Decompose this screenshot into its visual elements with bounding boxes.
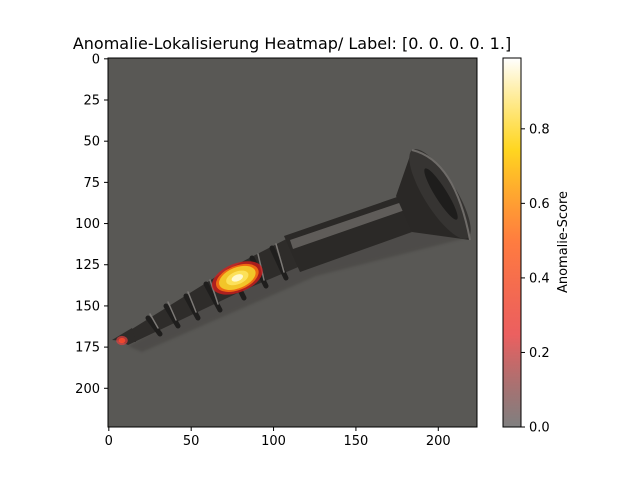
colorbar-ticks: 0.0 0.2 0.4 0.6 0.8 xyxy=(521,122,550,436)
screw-shank-highlight xyxy=(290,202,405,249)
y-tick-label: 50 xyxy=(83,135,100,150)
heatmap-overlay xyxy=(116,261,263,346)
screw-illustration xyxy=(112,149,471,352)
colorbar-tick-label: 0.6 xyxy=(529,197,550,212)
plot-area xyxy=(108,58,477,427)
y-tick-label: 100 xyxy=(75,217,100,232)
x-axis-ticks: 0 50 100 150 200 xyxy=(105,427,451,449)
y-tick-label: 75 xyxy=(83,176,100,191)
y-tick-label: 0 xyxy=(92,52,100,67)
y-tick-label: 150 xyxy=(75,299,100,314)
x-tick-label: 100 xyxy=(261,434,286,449)
chart-title: Anomalie-Lokalisierung Heatmap/ Label: [… xyxy=(73,34,511,53)
y-tick-label: 25 xyxy=(83,94,100,109)
screw-head-rim xyxy=(411,149,471,241)
plot-frame xyxy=(107,57,478,428)
thread-highlights xyxy=(149,243,285,329)
y-tick-label: 175 xyxy=(75,341,100,356)
y-tick-label: 125 xyxy=(75,258,100,273)
y-tick-label: 200 xyxy=(75,382,100,397)
colorbar-tick-label: 0.2 xyxy=(529,346,550,361)
colorbar-label: Anomalie-Score xyxy=(556,191,571,293)
y-axis-ticks: 0 25 50 75 100 125 150 175 200 xyxy=(75,52,108,397)
colorbar-frame xyxy=(502,57,522,428)
x-tick-label: 50 xyxy=(183,434,200,449)
hotspot-layer xyxy=(231,274,244,282)
colorbar xyxy=(503,58,521,427)
colorbar-tick-label: 0.8 xyxy=(529,122,550,137)
x-tick-label: 150 xyxy=(344,434,369,449)
thread-ridges xyxy=(145,245,289,337)
anomaly-hotspot xyxy=(116,335,128,346)
x-tick-label: 0 xyxy=(105,434,113,449)
screw-head-slot xyxy=(424,168,458,220)
x-tick-label: 200 xyxy=(426,434,451,449)
anomaly-hotspot xyxy=(211,261,263,295)
colorbar-tick-label: 0.0 xyxy=(529,421,550,436)
colorbar-tick-label: 0.4 xyxy=(529,271,550,286)
hotspot-layer xyxy=(118,337,126,344)
